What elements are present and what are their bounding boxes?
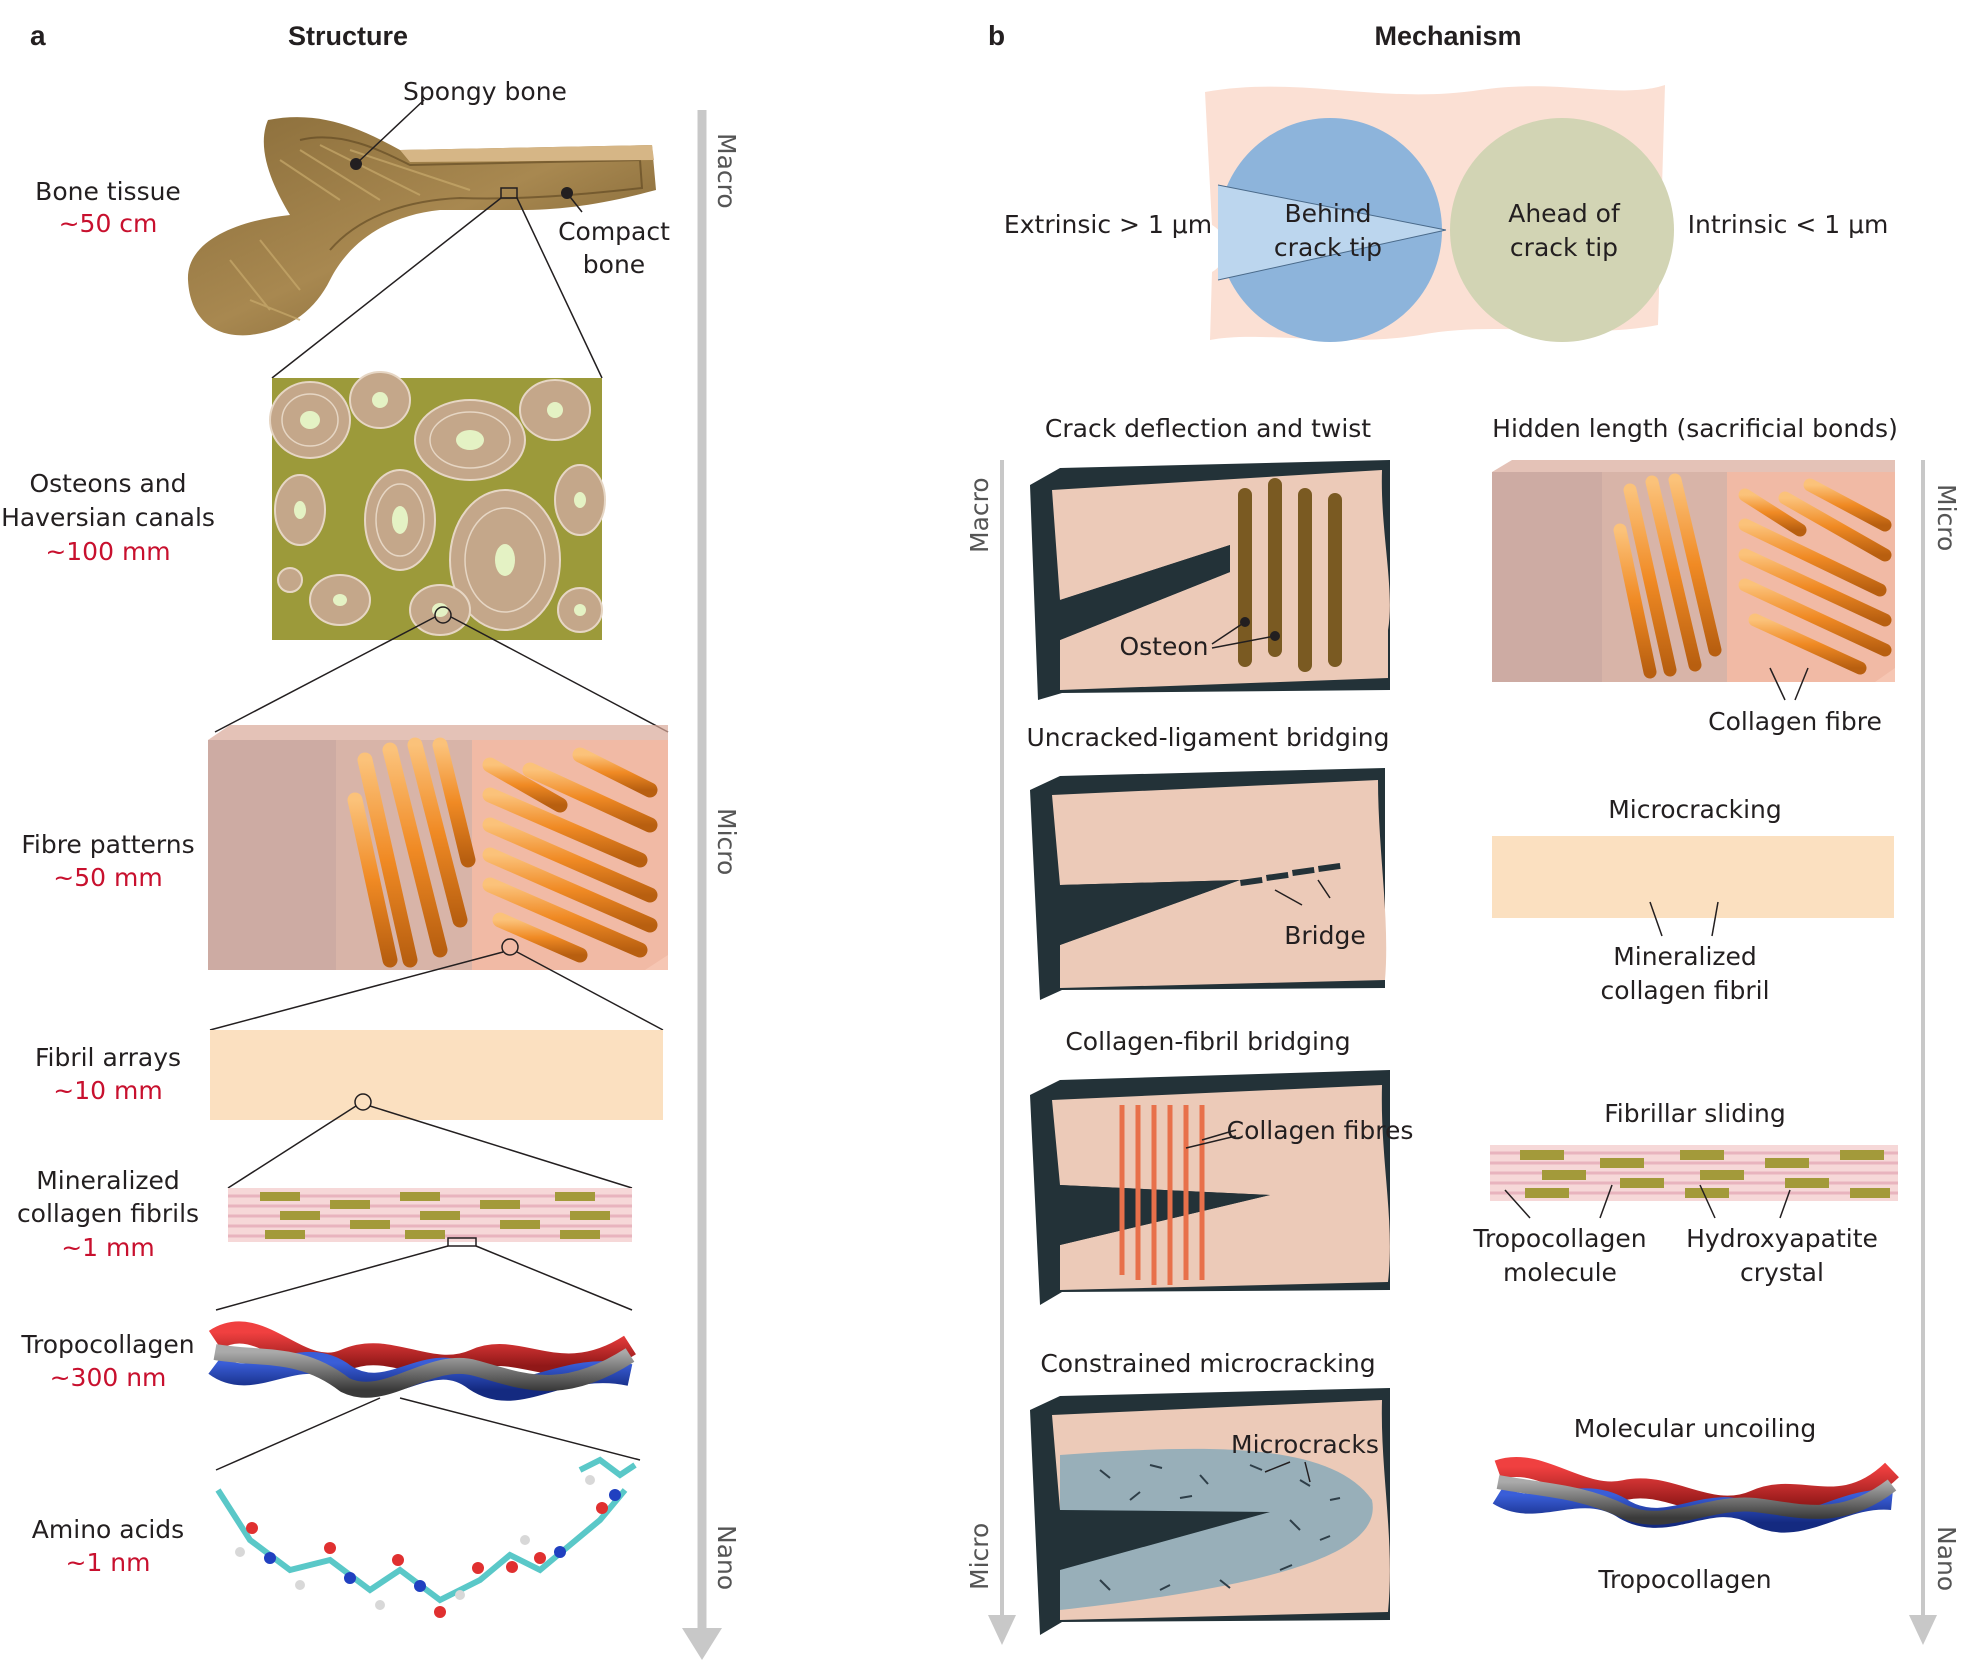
level-fibre-patterns: Fibre patterns ~50 mm [21, 830, 194, 892]
fibril-arrays-image [210, 1030, 663, 1120]
mechanism-label-4: crystal [1740, 1258, 1824, 1287]
level-name: Fibril arrays [35, 1043, 181, 1072]
mechanism-title: Molecular uncoiling [1574, 1414, 1817, 1443]
level-name-2: Haversian canals [1, 503, 215, 532]
level-name: Tropocollagen [20, 1330, 194, 1359]
bone-tissue-image: Spongy bone Compact bone [187, 77, 670, 336]
panel-a-letter: a [30, 20, 46, 51]
mechanism-title: Collagen-fibril bridging [1065, 1027, 1350, 1056]
axis-b-left-micro: Micro [965, 1523, 994, 1590]
callout-spongy-bone: Spongy bone [403, 77, 567, 106]
mechanism-title: Uncracked-ligament bridging [1027, 723, 1390, 752]
behind-label: Behind [1284, 199, 1371, 228]
mechanism-microcracking: Microcracking Mineralized collagen fibri… [1492, 795, 1894, 1005]
mechanism-collagen-bridging: Collagen-fibril bridging Collagen fibres [1030, 1027, 1413, 1305]
ahead-label: Ahead of [1508, 199, 1621, 228]
level-scale: ~10 mm [53, 1076, 162, 1105]
level-name: Osteons and [29, 469, 186, 498]
axis-a-macro: Macro [712, 133, 741, 209]
axis-b-left-macro: Macro [965, 477, 994, 553]
tropocollagen-image [208, 1321, 636, 1401]
mechanism-title: Hidden length (sacrificial bonds) [1492, 414, 1898, 443]
axis-a-micro: Micro [712, 808, 741, 875]
level-amino-acids: Amino acids ~1 nm [32, 1515, 184, 1577]
level-name: Bone tissue [35, 177, 181, 206]
level-bone-tissue: Bone tissue ~50 cm [35, 177, 181, 238]
panel-b-left-axis: Macro Micro [965, 460, 1016, 1645]
level-name-2: collagen fibrils [17, 1199, 199, 1228]
mechanism-molecular-uncoiling: Molecular uncoiling Tropocollagen [1492, 1414, 1899, 1594]
panel-b-title: Mechanism [1374, 21, 1521, 51]
mechanism-fibrillar-sliding: Fibrillar sliding Tropocollagen molecule… [1472, 1099, 1898, 1287]
level-scale: ~50 mm [53, 863, 162, 892]
mechanism-label-2: collagen fibril [1600, 976, 1769, 1005]
mechanism-title: Constrained microcracking [1040, 1349, 1375, 1378]
mechanism-title: Microcracking [1608, 795, 1782, 824]
mechanism-label: Bridge [1284, 921, 1366, 950]
amino-acids-image [215, 1456, 637, 1618]
panel-b-letter: b [988, 20, 1005, 51]
axis-a-nano: Nano [712, 1525, 741, 1590]
intrinsic-label: Intrinsic < 1 μm [1688, 210, 1889, 239]
extrinsic-label: Extrinsic > 1 μm [1004, 210, 1212, 239]
mechanism-title: Fibrillar sliding [1604, 1099, 1785, 1128]
mechanism-label: Tropocollagen [1597, 1565, 1771, 1594]
panel-a-title: Structure [288, 21, 408, 51]
crack-tip-diagram: Behind crack tip Ahead of crack tip Extr… [1004, 85, 1888, 342]
mechanism-crack-deflection: Crack deflection and twist Osteon [1030, 414, 1390, 700]
panel-b-right-axis: Micro Nano [1909, 460, 1961, 1645]
level-name: Amino acids [32, 1515, 184, 1544]
mechanism-uncracked-ligament: Uncracked-ligament bridging Bridge [1027, 723, 1390, 1000]
level-name: Fibre patterns [21, 830, 194, 859]
axis-b-right-micro: Micro [1932, 484, 1961, 551]
level-mineralized-fibrils: Mineralized collagen fibrils ~1 mm [17, 1166, 199, 1262]
mechanism-hidden-length: Hidden length (sacrificial bonds) Collag… [1492, 414, 1898, 736]
level-scale: ~1 mm [61, 1233, 155, 1262]
mechanism-label: Collagen fibres [1227, 1116, 1414, 1145]
mechanism-constrained-microcracking: Constrained microcracking Microcracks [1030, 1349, 1390, 1635]
callout-compact-bone: Compact [558, 217, 670, 246]
level-scale: ~300 nm [50, 1363, 167, 1392]
ahead-label-2: crack tip [1510, 233, 1618, 262]
mechanism-label: Osteon [1119, 632, 1208, 661]
fibre-patterns-image [208, 725, 668, 970]
callout-compact-bone-2: bone [583, 250, 645, 279]
mechanism-label-2: molecule [1503, 1258, 1617, 1287]
mechanism-label: Microcracks [1231, 1430, 1379, 1459]
axis-b-right-nano: Nano [1932, 1526, 1961, 1591]
level-tropocollagen: Tropocollagen ~300 nm [20, 1330, 194, 1392]
mechanism-label: Collagen fibre [1708, 707, 1882, 736]
mineralized-fibrils-image [228, 1188, 632, 1247]
mechanism-label: Tropocollagen [1472, 1224, 1646, 1253]
level-name: Mineralized [36, 1166, 180, 1195]
panel-a-scale-axis: Macro Micro Nano [682, 110, 741, 1660]
level-scale: ~1 nm [66, 1548, 151, 1577]
level-fibril-arrays: Fibril arrays ~10 mm [35, 1043, 181, 1105]
mechanism-label-3: Hydroxyapatite [1686, 1224, 1878, 1253]
level-scale: ~50 cm [59, 209, 158, 238]
mechanism-label: Mineralized [1613, 942, 1757, 971]
level-scale: ~100 mm [45, 537, 170, 566]
ahead-circle [1450, 118, 1674, 342]
mechanism-title: Crack deflection and twist [1045, 414, 1371, 443]
behind-label-2: crack tip [1274, 233, 1382, 262]
level-osteons: Osteons and Haversian canals ~100 mm [1, 469, 215, 566]
osteons-image [269, 371, 606, 640]
